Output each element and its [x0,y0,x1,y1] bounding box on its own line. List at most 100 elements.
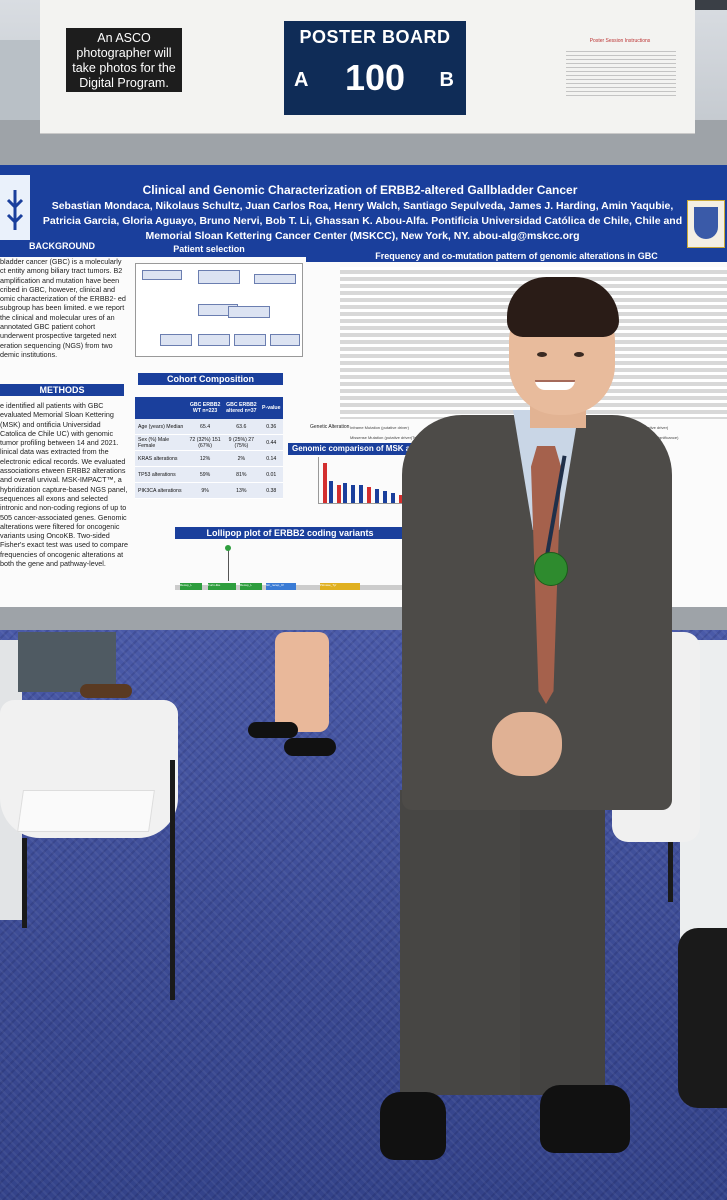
clasped-hands [492,712,562,776]
board-number: 100 [344,57,406,98]
cohort-header-cell: P-value [262,405,281,411]
cohort-cell: 63.6 [236,423,247,430]
woman-shoe-left [248,722,298,738]
cohort-cell: 12% [199,455,211,462]
poster-title: Clinical and Genomic Characterization of… [142,183,578,197]
cohort-cell: 0.01 [266,471,277,478]
poster-board-sign: POSTER BOARD A 100 B [284,21,466,115]
cohort-cell: TP53 alterations [138,471,176,478]
chart-bar [383,491,387,503]
oncoprint-legend-2: Missense Mutation (putative driver) [350,435,413,440]
crest-shield-icon [694,207,718,239]
cohort-cell: 9 (25%) 27 (75%) [228,436,255,449]
presenter-hair [507,277,619,337]
patient-selection-flowchart [135,263,303,357]
chart-bar [367,487,371,503]
cohort-cell: PIK3CA alterations [138,487,182,494]
msk-logo-icon [6,190,24,230]
chair-leg [22,838,27,928]
smile [535,380,575,390]
green-badge-icon [534,552,568,586]
black-bag [678,928,727,1108]
cohort-cell: 81% [236,471,247,478]
board-side-b: B [439,69,454,91]
domain-gf-recep-iv: GF_recep_IV [266,583,296,590]
shoe-left [380,1092,446,1160]
chart-bar [375,489,379,503]
flow-node [234,334,266,346]
flow-node [160,334,192,346]
chart-bar [351,485,355,503]
cohort-header-cell: GBC ERBB2 WT n=223 [189,402,221,414]
shoe-right [540,1085,630,1153]
chart-bar [337,485,341,503]
table-row: PIK3CA alterations 9% 13% 0.38 [135,483,283,499]
msk-logo [0,175,30,245]
board-side-a: A [294,69,309,91]
flow-node [254,274,296,284]
papers-on-chair [17,790,155,832]
instructions-title: Poster Session Instructions [589,38,651,44]
table-row: Sex (%) Male Female 72 (32%) 151 (67%) 9… [135,435,283,451]
cohort-table-header: GBC ERBB2 WT n=223 GBC ERBB2 altered n=3… [135,397,283,419]
genetic-alteration-label: Genetic Alteration [310,424,350,430]
chair-leg [668,842,673,902]
lollipop-stem [228,547,229,581]
methods-text: e identified all patients with GBC evalu… [0,401,128,569]
section-oncoprint: Frequency and co-mutation pattern of gen… [306,250,727,262]
section-background: BACKGROUND [0,240,124,252]
visitor-legs [18,632,116,692]
cohort-cell: 9% [201,487,209,494]
cohort-table: GBC ERBB2 WT n=223 GBC ERBB2 altered n=3… [135,397,283,499]
oncoprint-legend-1: Inframe Mutation (putative driver) [350,425,409,430]
cohort-header-cell: GBC ERBB2 altered n=37 [226,402,257,414]
section-methods: METHODS [0,384,124,396]
chart-bar [343,483,347,503]
lollipop-head [225,545,231,551]
poster-authors: Sebastian Mondaca, Nikolaus Schultz, Jua… [42,200,683,242]
domain-recep-l-1: Recep_L [180,583,202,590]
chart-bar [359,485,363,503]
chart-bar [391,493,395,503]
cohort-cell: 0.14 [266,455,277,462]
eye-right [574,352,584,357]
section-lollipop: Lollipop plot of ERBB2 coding variants [175,527,405,539]
domain-furin-like: Furin-like [208,583,236,590]
cohort-cell: 72 (32%) 151 (67%) [189,436,221,449]
table-row: Age (years) Median 65.4 63.6 0.36 [135,419,283,435]
table-row: KRAS alterations 12% 2% 0.14 [135,451,283,467]
background-text: bladder cancer (GBC) is a molecularly ct… [0,257,126,359]
table-row: TP53 alterations 59% 81% 0.01 [135,467,283,483]
flow-node [198,334,230,346]
domain-pkinase-tyr: Pkinase_Tyr [320,583,360,590]
section-patient-selection: Patient selection [135,243,283,255]
cohort-cell: 0.38 [266,487,277,494]
section-cohort: Cohort Composition [138,373,283,385]
flow-node [198,270,240,284]
cohort-cell: 59% [199,471,211,478]
chart-bar [329,481,333,503]
cohort-cell: KRAS alterations [138,455,178,462]
flow-node [228,306,270,318]
trouser-left-leg [400,790,520,1095]
university-crest [687,200,725,248]
cohort-cell: Age (years) Median [138,423,184,430]
trouser-right-leg [520,790,605,1095]
domain-recep-l-2: Recep_L [240,583,262,590]
board-title: POSTER BOARD [299,27,451,47]
cohort-cell: 0.36 [266,423,277,430]
chart-bar [399,495,403,503]
hall-pillar [0,40,40,130]
lollipop-axis [175,585,445,590]
photographer-notice: An ASCO photographer will take photos fo… [66,28,182,92]
section-genomic-comparison: Genomic comparison of MSK and [288,443,424,455]
woman-legs [275,632,329,732]
instructions-text-lines [566,48,676,98]
eye-left [537,352,547,357]
cohort-cell: 0.44 [266,439,277,446]
cohort-cell: 2% [237,455,246,462]
flow-node [142,270,182,280]
chart-bar [323,463,327,503]
visitor-shoe [80,684,132,698]
cohort-cell: Sex (%) Male Female [138,436,170,449]
